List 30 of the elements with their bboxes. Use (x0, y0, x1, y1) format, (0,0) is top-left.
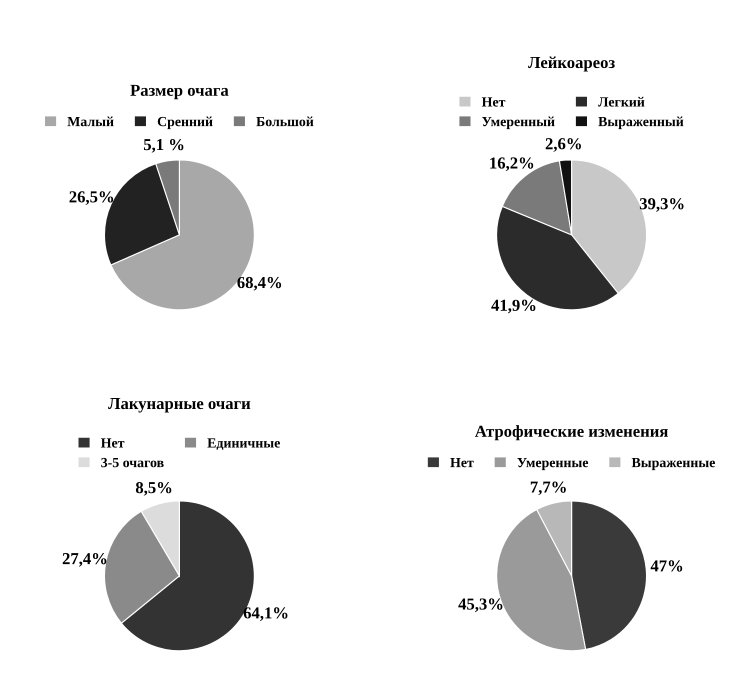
legend-label: Нет (482, 97, 506, 107)
data-label: 41,9% (491, 300, 536, 314)
data-label: 39,3% (640, 198, 684, 212)
legend-label: Легкий (598, 96, 644, 107)
data-label: 16,2% (490, 157, 534, 172)
data-label: 45,3% (458, 598, 502, 612)
data-label: 5,1 % (144, 138, 184, 153)
legend-label: Умеренные (517, 458, 588, 470)
legend-label: Умеренный (482, 116, 555, 130)
chart-title: Лейкоареоз (528, 56, 615, 72)
data-label: 68,4% (237, 276, 282, 291)
legend-label: Единичные (207, 438, 280, 450)
legend-label: Нет (450, 458, 474, 468)
legend-label: Нет (100, 438, 124, 448)
data-label: 64,1% (244, 607, 288, 621)
data-label: 2,6% (546, 138, 581, 152)
chart-title: Лакунарные очаги (108, 398, 250, 413)
legend-label: Большой (256, 116, 314, 126)
data-label: 26,5% (70, 191, 114, 205)
legend-label: Сренний (158, 116, 213, 130)
legend-label: Малый (67, 116, 114, 126)
data-label: 8,5% (136, 482, 172, 496)
legend-label: 3-5 очагов (101, 458, 164, 468)
legend-label: Выраженный (598, 116, 684, 130)
chart-title: Атрофические изменения (474, 425, 668, 440)
chart-title: Размер очага (130, 84, 229, 100)
data-label: 47% (650, 560, 682, 572)
data-label: 27,4% (62, 553, 106, 567)
data-label: 7,7% (530, 481, 566, 496)
legend-label: Выраженные (632, 458, 715, 470)
